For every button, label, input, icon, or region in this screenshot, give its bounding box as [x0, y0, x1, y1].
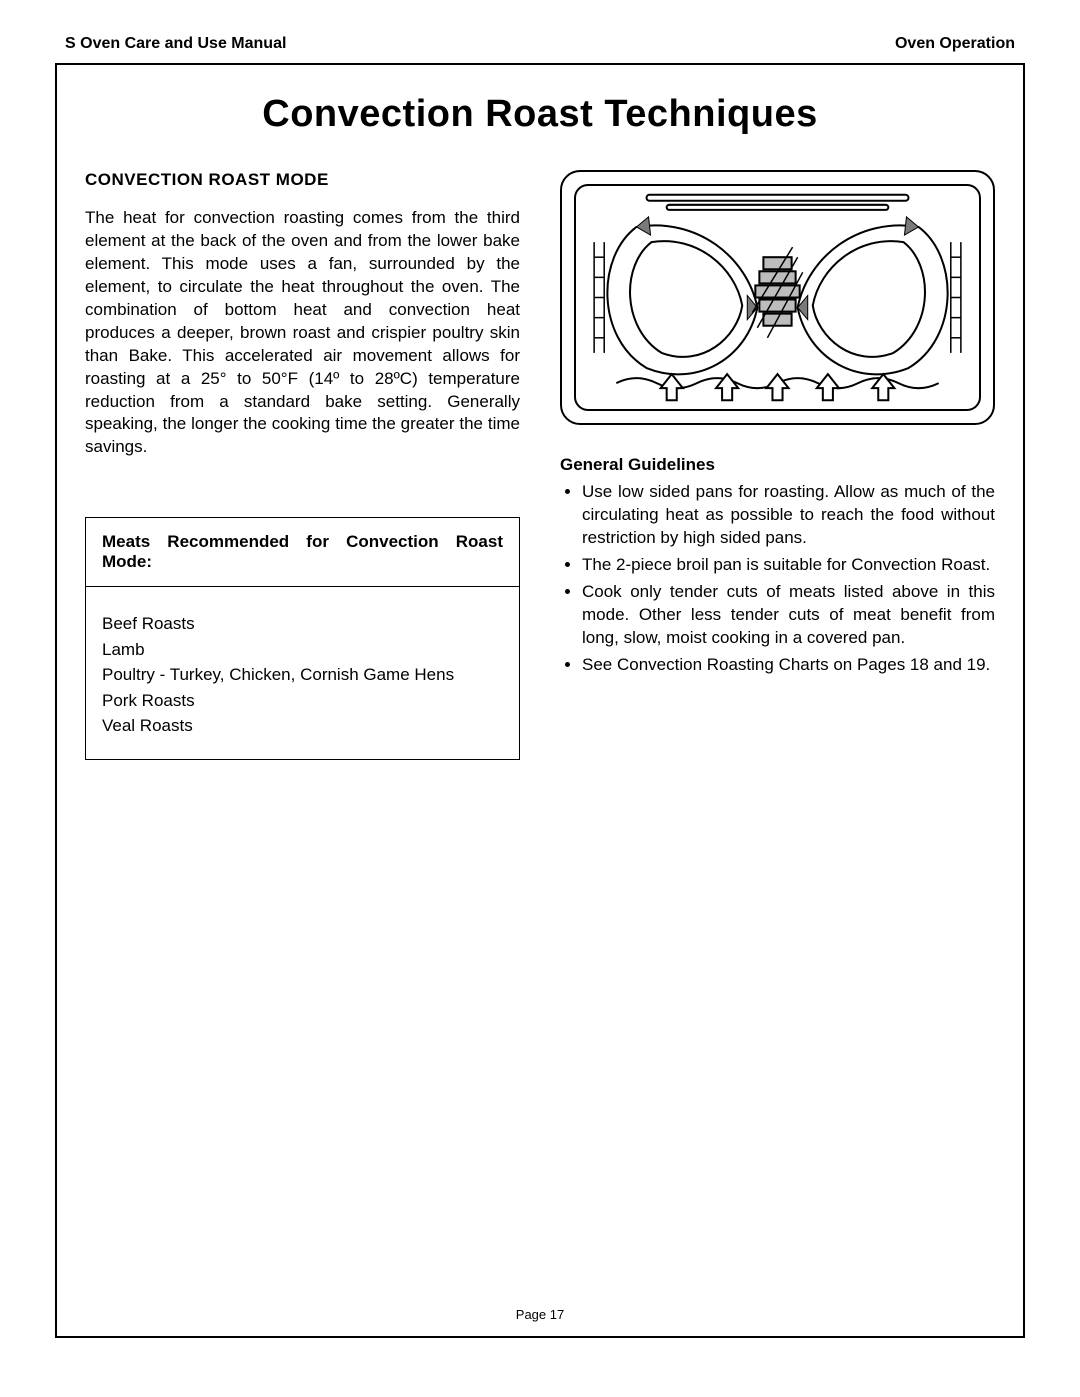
guideline-item: The 2-piece broil pan is suitable for Co… — [582, 554, 995, 577]
meats-item: Veal Roasts — [102, 713, 503, 739]
meats-recommended-box: Meats Recommended for Convection Roast M… — [85, 517, 520, 760]
guidelines-heading: General Guidelines — [560, 455, 995, 475]
oven-airflow-diagram-inner — [574, 184, 981, 411]
page-header: S Oven Care and Use Manual Oven Operatio… — [55, 35, 1025, 53]
content-frame: Convection Roast Techniques CONVECTION R… — [55, 63, 1025, 1338]
meats-box-body: Beef Roasts Lamb Poultry - Turkey, Chick… — [86, 587, 519, 759]
body-paragraph: The heat for convection roasting comes f… — [85, 207, 520, 459]
header-right: Oven Operation — [895, 35, 1015, 53]
oven-airflow-diagram — [560, 170, 995, 425]
header-left: S Oven Care and Use Manual — [65, 35, 286, 53]
guideline-item: Cook only tender cuts of meats listed ab… — [582, 581, 995, 650]
two-column-layout: CONVECTION ROAST MODE The heat for conve… — [85, 170, 995, 760]
guideline-item: Use low sided pans for roasting. Allow a… — [582, 481, 995, 550]
guidelines-list: Use low sided pans for roasting. Allow a… — [560, 481, 995, 677]
guideline-item: See Convection Roasting Charts on Pages … — [582, 654, 995, 677]
page: S Oven Care and Use Manual Oven Operatio… — [0, 0, 1080, 1397]
section-heading: CONVECTION ROAST MODE — [85, 170, 520, 190]
page-number: Page 17 — [57, 1307, 1023, 1322]
right-column: General Guidelines Use low sided pans fo… — [560, 170, 995, 760]
left-column: CONVECTION ROAST MODE The heat for conve… — [85, 170, 520, 760]
meats-item: Lamb — [102, 637, 503, 663]
meats-item: Pork Roasts — [102, 688, 503, 714]
meats-item: Beef Roasts — [102, 611, 503, 637]
page-title: Convection Roast Techniques — [85, 93, 995, 136]
meats-box-header: Meats Recommended for Convection Roast M… — [86, 518, 519, 587]
meats-item: Poultry - Turkey, Chicken, Cornish Game … — [102, 662, 503, 688]
airflow-svg — [576, 186, 979, 409]
